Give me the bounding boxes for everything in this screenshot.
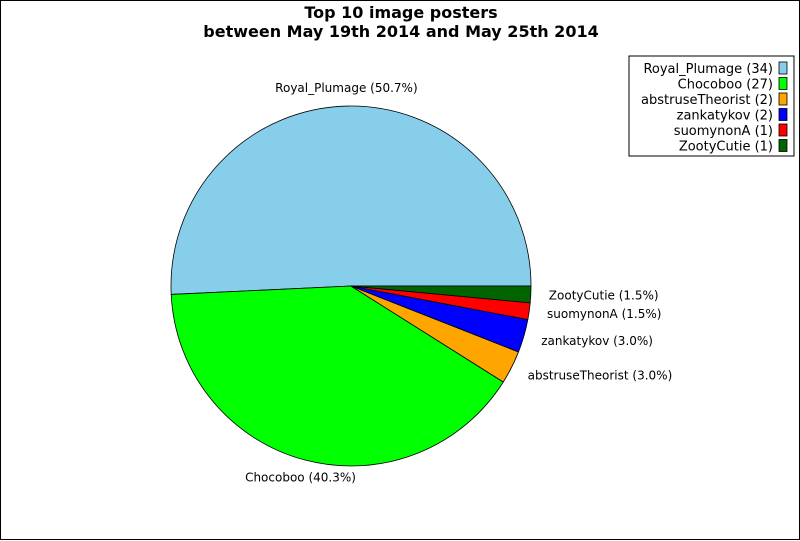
- legend-swatch-suomynona: [778, 123, 788, 137]
- legend-swatch-zankatykov: [778, 108, 788, 121]
- legend: Royal_Plumage (34)Chocoboo (27)abstruseT…: [628, 55, 795, 157]
- pie-slice-royal_plumage: [170, 105, 532, 295]
- slice-label-abstrusetheorist: abstruseTheorist (3.0%): [528, 369, 673, 383]
- legend-label-royal_plumage: Royal_Plumage (34): [643, 62, 773, 77]
- slice-label-zootycutie: ZootyCutie (1.5%): [549, 288, 659, 302]
- slice-label-suomynona: suomynonA (1.5%): [547, 307, 661, 321]
- legend-label-zankatykov: zankatykov (2): [677, 109, 773, 124]
- legend-swatch-chocoboo: [778, 77, 788, 90]
- legend-box: [628, 55, 795, 157]
- slice-labels: Royal_Plumage (50.7%) Chocoboo (40.3%) abs…: [245, 81, 672, 484]
- legend-label-suomynona: suomynonA (1): [674, 124, 773, 139]
- legend-label-chocoboo: Chocoboo (27): [678, 78, 773, 93]
- legend-swatch-abstrusetheorist: [778, 92, 788, 106]
- pie-slice-zootycutie: [350, 285, 532, 304]
- slice-label-chocoboo: Chocoboo (40.3%): [245, 471, 356, 485]
- legend-swatch-zootycutie: [778, 139, 788, 152]
- slice-label-royal_plumage: Royal_Plumage (50.7%): [275, 81, 417, 95]
- legend-label-zootycutie: ZootyCutie (1): [679, 140, 773, 155]
- chart-title: Top 10 image posters: [304, 3, 497, 22]
- legend-swatch-royal_plumage: [778, 61, 788, 75]
- pie-slice-chocoboo: [170, 285, 504, 467]
- pie-slices: [170, 105, 532, 467]
- legend-label-abstrusetheorist: abstruseTheorist (2): [641, 93, 773, 108]
- chart-subtitle: between May 19th 2014 and May 25th 2014: [203, 22, 598, 41]
- slice-label-zankatykov: zankatykov (3.0%): [541, 334, 653, 348]
